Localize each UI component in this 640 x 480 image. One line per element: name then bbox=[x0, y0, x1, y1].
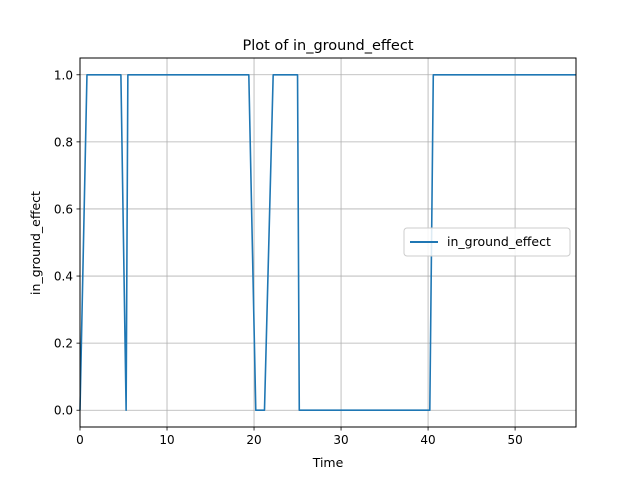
x-axis: 0 10 20 30 40 50 bbox=[76, 427, 523, 447]
y-tick-label: 0.6 bbox=[54, 202, 73, 216]
chart-title: Plot of in_ground_effect bbox=[242, 38, 413, 54]
y-tick-label: 0.4 bbox=[54, 270, 73, 284]
x-tick-label: 10 bbox=[159, 433, 174, 447]
x-axis-label: Time bbox=[312, 455, 344, 470]
y-axis-label: in_ground_effect bbox=[28, 191, 43, 295]
series-layer bbox=[79, 73, 576, 412]
y-tick-label: 0.0 bbox=[54, 404, 73, 418]
series-line bbox=[79, 73, 576, 412]
y-tick-label: 0.2 bbox=[54, 337, 73, 351]
x-tick-label: 0 bbox=[76, 433, 84, 447]
plot-frame bbox=[79, 57, 577, 428]
legend: in_ground_effect bbox=[403, 227, 571, 257]
x-tick-label: 30 bbox=[333, 433, 348, 447]
y-axis: 0.0 0.2 0.4 0.6 0.8 1.0 bbox=[54, 68, 80, 418]
x-tick-label: 20 bbox=[246, 433, 261, 447]
legend-box bbox=[403, 227, 571, 257]
y-tick-label: 0.8 bbox=[54, 135, 73, 149]
x-tick-label: 50 bbox=[507, 433, 522, 447]
y-tick-label: 1.0 bbox=[54, 68, 73, 82]
x-tick-label: 40 bbox=[420, 433, 435, 447]
grid bbox=[79, 58, 576, 427]
legend-label: in_ground_effect bbox=[447, 234, 551, 249]
